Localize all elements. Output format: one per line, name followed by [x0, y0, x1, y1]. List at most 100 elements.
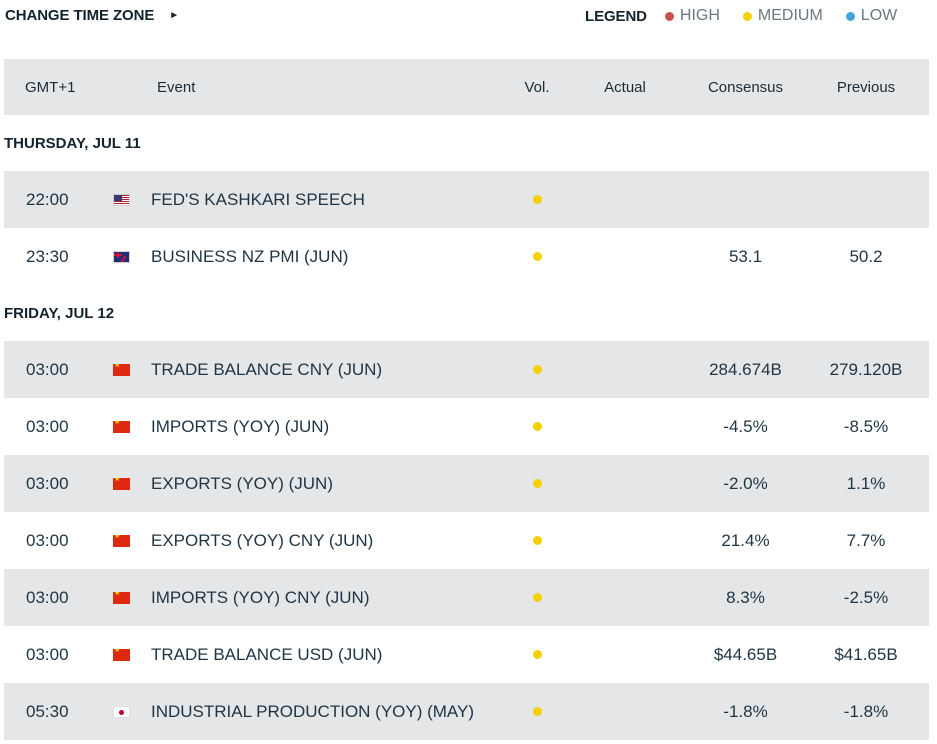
medium-volatility-dot-icon	[532, 707, 542, 716]
event-consensus: -2.0%	[723, 473, 768, 493]
volatility-cell	[502, 195, 572, 204]
legend-label-high: HIGH	[679, 7, 720, 24]
jp-flag-icon	[113, 705, 130, 718]
change-time-zone-button[interactable]: CHANGE TIME ZONE ►	[5, 7, 179, 24]
volatility-cell	[502, 422, 572, 431]
cn-flag-icon	[113, 420, 130, 433]
flag-cell	[108, 591, 151, 604]
header-event: Event	[157, 78, 196, 96]
event-time: 03:00	[26, 416, 69, 436]
cn-flag-icon	[113, 591, 130, 604]
header-vol: Vol.	[524, 78, 550, 96]
legend-item-medium: MEDIUM	[742, 7, 823, 25]
event-time: 23:30	[26, 246, 69, 266]
flag-cell	[108, 534, 151, 547]
volatility-cell	[502, 650, 572, 659]
header-previous: Previous	[836, 78, 896, 96]
event-time: 22:00	[26, 189, 69, 209]
event-previous: $41.65B	[834, 644, 898, 664]
event-name: TRADE BALANCE USD (JUN)	[151, 644, 383, 664]
legend-item-low: LOW	[845, 7, 898, 25]
nz-flag-icon	[113, 250, 130, 263]
event-consensus: 53.1	[728, 246, 763, 266]
play-arrow-icon: ►	[169, 10, 180, 21]
event-previous: 1.1%	[846, 473, 886, 493]
event-previous: -2.5%	[843, 587, 889, 607]
volatility-cell	[502, 365, 572, 374]
event-time: 03:00	[26, 587, 69, 607]
day-header-friday: FRIDAY, JUL 12	[4, 304, 115, 322]
table-row[interactable]: 22:00 FED'S KASHKARI SPEECH	[4, 171, 929, 228]
day-header-thursday: THURSDAY, JUL 11	[4, 134, 141, 152]
table-row[interactable]: 03:00 TRADE BALANCE USD (JUN) $44.65B $4…	[4, 626, 929, 683]
event-consensus: 284.674B	[709, 359, 782, 379]
cn-flag-icon	[113, 648, 130, 661]
event-consensus: $44.65B	[713, 644, 778, 664]
volatility-cell	[502, 252, 572, 261]
medium-volatility-dot-icon	[532, 593, 542, 602]
table-row[interactable]: 03:00 IMPORTS (YOY) CNY (JUN) 8.3% -2.5%	[4, 569, 929, 626]
legend-label-medium: MEDIUM	[757, 7, 823, 24]
event-consensus: -4.5%	[723, 416, 768, 436]
event-name: TRADE BALANCE CNY (JUN)	[151, 359, 383, 379]
medium-volatility-dot-icon	[532, 422, 542, 431]
low-volatility-dot-icon	[845, 11, 855, 21]
medium-volatility-dot-icon	[532, 195, 542, 204]
volatility-cell	[502, 536, 572, 545]
medium-volatility-dot-icon	[532, 479, 542, 488]
event-consensus: 8.3%	[726, 587, 765, 607]
volatility-cell	[502, 593, 572, 602]
economic-calendar-table: GMT+1 Event Vol. Actual Consensus Previo…	[4, 59, 929, 740]
table-header: GMT+1 Event Vol. Actual Consensus Previo…	[4, 59, 929, 115]
medium-volatility-dot-icon	[532, 365, 542, 374]
high-volatility-dot-icon	[664, 11, 674, 21]
cn-flag-icon	[113, 534, 130, 547]
event-previous: -1.8%	[843, 701, 889, 721]
event-name: EXPORTS (YOY) (JUN)	[151, 473, 333, 493]
event-name: IMPORTS (YOY) (JUN)	[151, 416, 330, 436]
legend-item-high: HIGH	[664, 7, 720, 25]
flag-cell	[108, 363, 151, 376]
event-time: 03:00	[26, 530, 69, 550]
event-previous: 7.7%	[846, 530, 886, 550]
event-previous: 50.2	[849, 246, 883, 266]
volatility-cell	[502, 479, 572, 488]
table-row[interactable]: 03:00 EXPORTS (YOY) CNY (JUN) 21.4% 7.7%	[4, 512, 929, 569]
medium-volatility-dot-icon	[532, 536, 542, 545]
medium-volatility-dot-icon	[532, 650, 542, 659]
table-row[interactable]: 03:00 TRADE BALANCE CNY (JUN) 284.674B 2…	[4, 341, 929, 398]
event-consensus: 21.4%	[721, 530, 770, 550]
table-row[interactable]: 03:00 EXPORTS (YOY) (JUN) -2.0% 1.1%	[4, 455, 929, 512]
event-name: FED'S KASHKARI SPEECH	[151, 189, 365, 209]
calendar-toolbar: CHANGE TIME ZONE ► LEGEND HIGH MEDIUM LO…	[0, 0, 937, 58]
medium-volatility-dot-icon	[532, 252, 542, 261]
header-consensus: Consensus	[707, 78, 784, 96]
flag-cell	[108, 705, 151, 718]
medium-volatility-dot-icon	[742, 11, 752, 21]
event-name: IMPORTS (YOY) CNY (JUN)	[151, 587, 370, 607]
cn-flag-icon	[113, 363, 130, 376]
event-previous: 279.120B	[829, 359, 903, 379]
flag-cell	[108, 193, 151, 206]
flag-cell	[108, 648, 151, 661]
legend-label-low: LOW	[860, 7, 898, 24]
event-time: 05:30	[26, 701, 69, 721]
table-row[interactable]: 05:30 INDUSTRIAL PRODUCTION (YOY) (MAY) …	[4, 683, 929, 740]
table-row[interactable]: 03:00 IMPORTS (YOY) (JUN) -4.5% -8.5%	[4, 398, 929, 455]
change-time-zone-label: CHANGE TIME ZONE	[5, 7, 155, 24]
table-row[interactable]: 23:30 BUSINESS NZ PMI (JUN) 53.1 50.2	[4, 228, 929, 285]
volatility-cell	[502, 707, 572, 716]
legend-title: LEGEND	[585, 7, 647, 25]
cn-flag-icon	[113, 477, 130, 490]
us-flag-icon	[113, 193, 130, 206]
event-previous: -8.5%	[843, 416, 889, 436]
volatility-legend: LEGEND HIGH MEDIUM LOW	[585, 7, 897, 25]
header-actual: Actual	[604, 78, 646, 96]
event-time: 03:00	[26, 644, 69, 664]
flag-cell	[108, 250, 151, 263]
event-consensus: -1.8%	[723, 701, 768, 721]
event-name: BUSINESS NZ PMI (JUN)	[151, 246, 349, 266]
event-time: 03:00	[26, 473, 69, 493]
event-name: INDUSTRIAL PRODUCTION (YOY) (MAY)	[151, 701, 475, 721]
event-time: 03:00	[26, 359, 69, 379]
